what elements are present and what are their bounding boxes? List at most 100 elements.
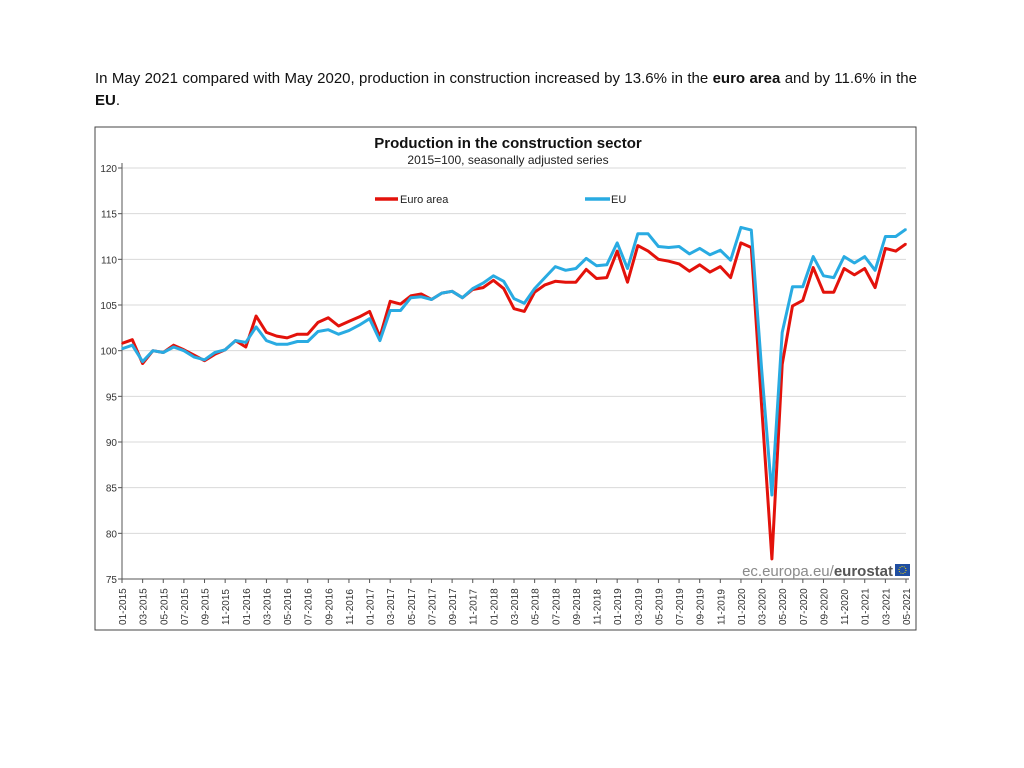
data-point [884, 235, 887, 238]
series-lines [121, 225, 907, 561]
legend-label-eu: EU [611, 194, 626, 206]
data-point [152, 349, 154, 352]
data-point [255, 315, 257, 317]
watermark-text: ec.europa.eu/eurostat [742, 563, 893, 580]
data-point [121, 342, 123, 345]
data-point [719, 249, 722, 251]
data-point [544, 284, 546, 286]
data-point [327, 316, 330, 319]
chart-subtitle: 2015=100, seasonally adjusted series [407, 153, 608, 167]
data-point [729, 259, 732, 262]
x-tick-label: 07-2017 [427, 588, 438, 625]
data-point [306, 340, 309, 343]
data-point [523, 310, 526, 313]
data-point [265, 331, 268, 334]
data-point [812, 266, 814, 269]
data-point [771, 558, 773, 560]
data-point [451, 290, 453, 293]
data-point [678, 245, 680, 248]
data-point [647, 232, 649, 235]
watermark-prefix: ec.europa.eu/ [742, 563, 835, 580]
intro-bold-euro-area: euro area [712, 70, 781, 87]
x-tick-label: 11-2016 [345, 589, 356, 625]
data-point [791, 305, 794, 307]
data-point [905, 228, 907, 230]
data-point [440, 292, 443, 294]
data-point [874, 269, 876, 272]
data-point [492, 279, 495, 282]
data-point [894, 235, 897, 238]
data-point [667, 246, 670, 249]
data-point [399, 309, 402, 312]
data-point [771, 494, 773, 496]
data-point [863, 255, 866, 258]
data-point [575, 267, 577, 270]
data-point [399, 303, 402, 305]
data-point [296, 340, 299, 343]
data-point [183, 349, 185, 352]
x-tick-label: 03-2021 [881, 588, 892, 625]
data-point [533, 287, 536, 290]
data-point [606, 264, 608, 266]
data-point [894, 250, 897, 252]
data-point [348, 329, 350, 332]
data-point [874, 286, 876, 289]
intro-text: and by 11.6% in the [780, 70, 917, 87]
data-point [688, 253, 691, 255]
data-point [791, 285, 794, 288]
data-point [667, 260, 670, 262]
data-point [822, 291, 825, 294]
data-point [513, 297, 515, 300]
data-point [585, 268, 588, 271]
data-point [729, 276, 732, 279]
data-point [843, 255, 845, 258]
data-point [275, 343, 278, 346]
data-point [234, 339, 237, 342]
data-point [750, 229, 753, 231]
x-tick-label: 09-2018 [572, 588, 583, 625]
data-point [585, 257, 588, 260]
data-point [482, 286, 484, 289]
data-point [760, 404, 763, 407]
watermark-brand: eurostat [834, 563, 893, 580]
x-tick-label: 01-2016 [242, 588, 253, 625]
data-point [740, 226, 742, 229]
data-point [905, 243, 907, 245]
y-tick-label: 85 [106, 484, 118, 495]
data-point [121, 348, 123, 350]
x-tick-label: 09-2020 [819, 588, 830, 625]
y-tick-label: 120 [100, 164, 117, 175]
eu-flag-icon [895, 564, 910, 576]
data-point [616, 242, 618, 244]
data-point [172, 346, 175, 348]
data-point [502, 287, 505, 290]
data-point [781, 363, 784, 366]
data-point [884, 247, 887, 250]
data-point [420, 293, 422, 295]
x-tick-label: 07-2020 [799, 588, 810, 625]
data-point [348, 320, 350, 323]
y-tick-label: 90 [106, 438, 118, 449]
data-point [678, 263, 680, 265]
x-tick-label: 11-2019 [716, 589, 727, 625]
data-point [358, 324, 361, 326]
data-point [606, 276, 608, 279]
data-point [131, 344, 134, 346]
data-point [719, 265, 722, 268]
data-point [255, 326, 257, 328]
data-point [513, 307, 515, 310]
data-point [337, 325, 340, 327]
x-tick-label: 05-2016 [283, 588, 294, 625]
eurostat-watermark: ec.europa.eu/eurostat [742, 563, 910, 580]
y-tick-label: 110 [101, 255, 117, 266]
data-point [564, 269, 567, 272]
data-point [389, 300, 392, 303]
y-tick-label: 100 [100, 347, 117, 358]
data-point [853, 262, 856, 264]
y-axis: 75 80 85 90 95 100 105 110 115 120 [100, 163, 123, 586]
data-point [616, 250, 618, 252]
data-point [275, 335, 278, 337]
data-point [193, 356, 196, 358]
x-tick-label: 03-2017 [386, 588, 397, 625]
